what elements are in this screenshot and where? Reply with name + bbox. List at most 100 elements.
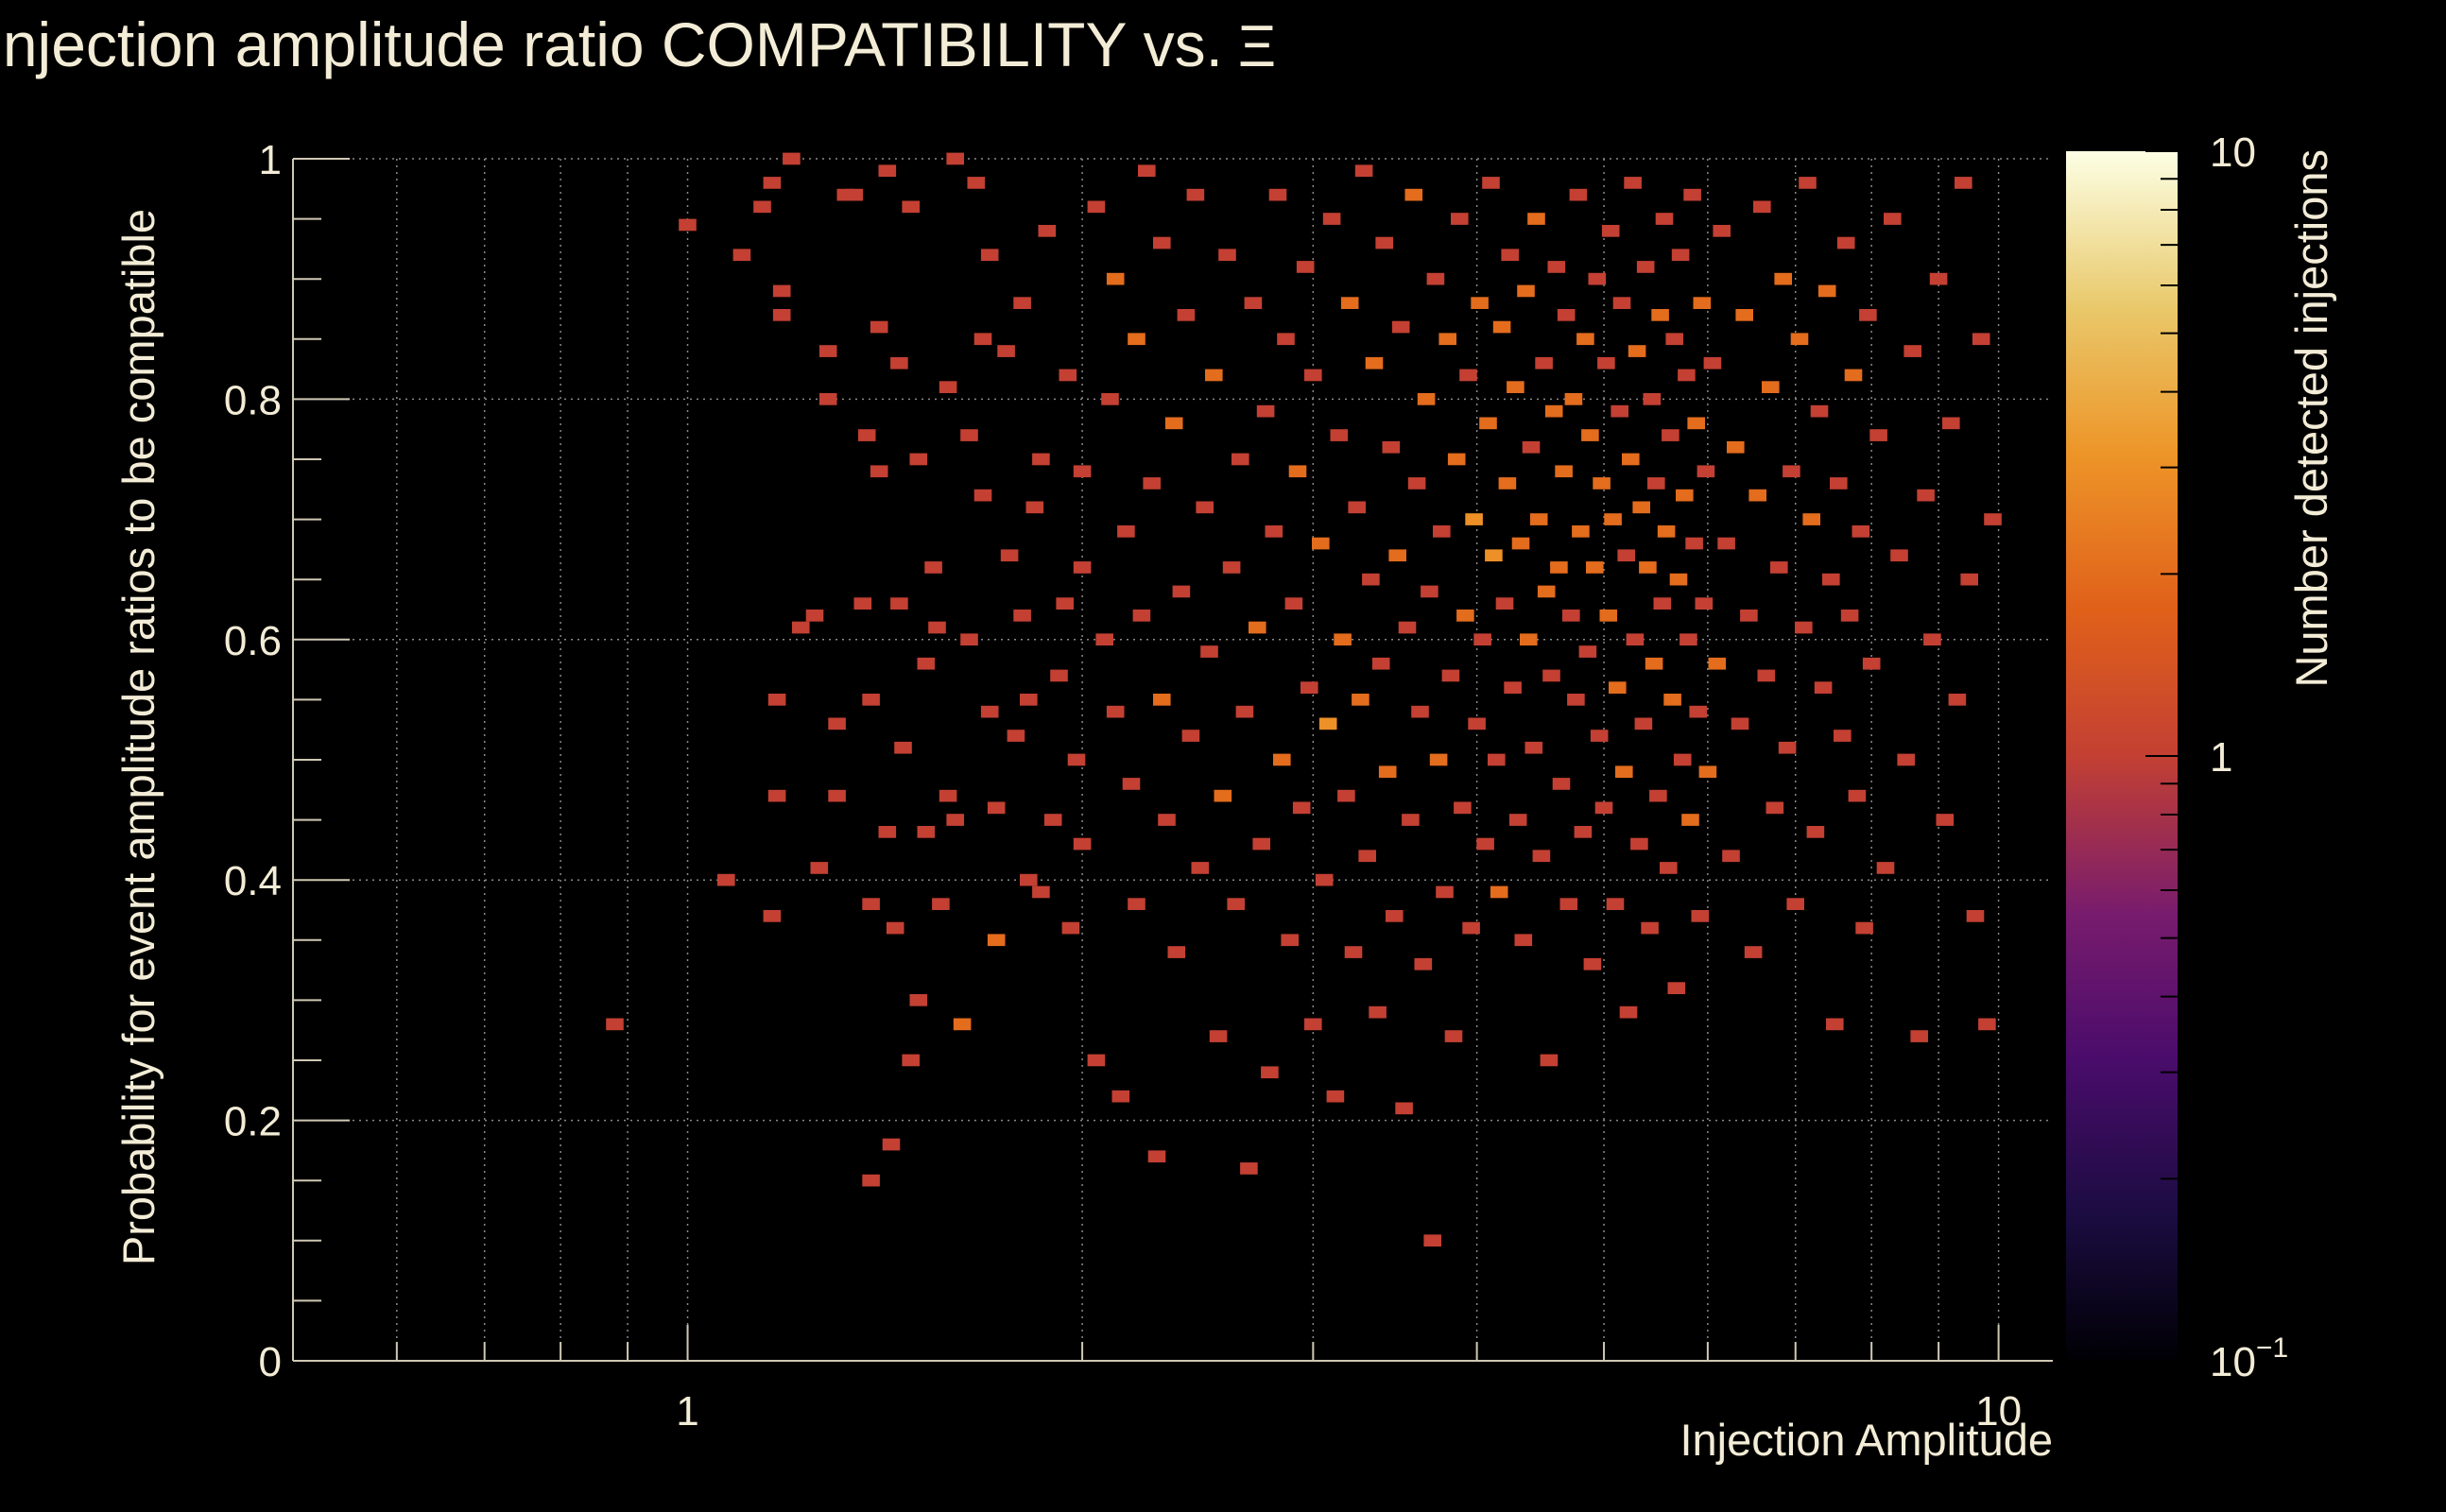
x-axis-title: Injection Amplitude: [1679, 1415, 2053, 1465]
heatmap-cell: [1365, 356, 1384, 369]
heatmap-cell: [1240, 1162, 1258, 1175]
heatmap-cell: [1304, 1018, 1322, 1031]
heatmap-cell: [1433, 525, 1451, 538]
heatmap-cell: [1218, 249, 1236, 262]
heatmap-cell: [1050, 669, 1068, 682]
heatmap-cell: [1522, 440, 1541, 454]
heatmap-cell: [1388, 549, 1406, 562]
heatmap-cell: [1673, 753, 1692, 766]
heatmap-cell: [1073, 561, 1092, 574]
heatmap-cell: [1597, 356, 1615, 369]
heatmap-cell: [1594, 801, 1613, 815]
heatmap-cell: [1191, 862, 1210, 874]
heatmap-cell: [1524, 741, 1543, 754]
heatmap-cell: [1495, 597, 1514, 610]
heatmap-cell: [818, 345, 837, 357]
heatmap-cell: [1529, 513, 1548, 525]
heatmap-cell: [1532, 850, 1551, 863]
heatmap-cell: [679, 218, 697, 232]
heatmap-cell: [1717, 537, 1735, 550]
heatmap-cell: [1284, 597, 1303, 610]
heatmap-cell: [1167, 946, 1186, 958]
heatmap-cell: [1744, 946, 1763, 958]
heatmap-cell: [1583, 957, 1602, 971]
heatmap-cell: [772, 284, 791, 298]
heatmap-cell: [1061, 921, 1080, 935]
heatmap-cell: [1766, 801, 1784, 815]
heatmap-cell: [857, 429, 876, 441]
heatmap-cell: [1955, 177, 1972, 189]
heatmap-cell: [882, 1138, 901, 1151]
heatmap-cell: [1315, 873, 1334, 886]
heatmap-cell: [1073, 837, 1092, 850]
heatmap-cell: [1153, 694, 1171, 706]
heatmap-cell: [1249, 621, 1266, 634]
heatmap-cell: [917, 826, 936, 838]
heatmap-cell: [1330, 429, 1349, 441]
heatmap-cell: [1799, 177, 1817, 189]
heatmap-cell: [1013, 297, 1031, 309]
heatmap-cell: [1020, 873, 1038, 886]
heatmap-cell: [1619, 1005, 1638, 1019]
heatmap-cell: [1590, 730, 1609, 742]
heatmap-cell: [1038, 225, 1057, 237]
heatmap-cell: [1599, 610, 1618, 622]
heatmap-cell: [1869, 429, 1887, 441]
heatmap-cell: [1222, 561, 1241, 574]
heatmap-cell: [1288, 465, 1307, 478]
heatmap-cell: [1757, 669, 1776, 682]
y-tick-label: 1: [259, 137, 282, 183]
heatmap-cell: [1214, 789, 1232, 802]
heatmap-cell: [1186, 188, 1205, 201]
heatmap-cell: [917, 657, 936, 670]
heatmap-cell: [1609, 681, 1627, 694]
heatmap-cell: [1834, 730, 1852, 742]
heatmap-cell: [1451, 213, 1469, 225]
heatmap-cell: [1786, 898, 1804, 910]
heatmap-cell: [1903, 345, 1921, 357]
heatmap-cell: [732, 249, 751, 262]
heatmap-cell: [1352, 694, 1369, 706]
heatmap-cell: [1348, 501, 1366, 514]
heatmap-cell: [1318, 717, 1337, 730]
heatmap-cell: [1778, 741, 1797, 754]
heatmap-cell: [890, 356, 908, 369]
heatmap-cell: [1653, 597, 1672, 610]
heatmap-cell: [1181, 730, 1200, 742]
heatmap-cell: [1844, 369, 1863, 382]
heatmap-cell: [894, 741, 912, 754]
heatmap-cell: [1095, 633, 1113, 646]
heatmap-cell: [939, 381, 957, 393]
heatmap-cell: [1459, 369, 1477, 382]
heatmap-cell: [1929, 272, 1948, 285]
heatmap-cell: [1649, 789, 1667, 802]
heatmap-cell: [1537, 585, 1556, 598]
heatmap-cell: [878, 826, 897, 838]
heatmap-cell: [1147, 1150, 1166, 1163]
heatmap-cell: [953, 1018, 972, 1031]
heatmap-cell: [1671, 249, 1690, 262]
heatmap-cell: [763, 910, 782, 922]
heatmap-cell: [1948, 694, 1967, 706]
heatmap-cell: [1601, 225, 1620, 237]
heatmap-cell: [1693, 297, 1712, 309]
color-scale-label: 10: [2210, 129, 2256, 176]
heatmap-cell: [1177, 309, 1196, 321]
heatmap-cell: [1378, 765, 1397, 779]
heatmap-cell: [1774, 272, 1792, 285]
heatmap-cell: [1527, 213, 1545, 225]
heatmap-cell: [1966, 910, 1985, 922]
heatmap-cell: [1417, 393, 1436, 405]
heatmap-cell: [1326, 1090, 1345, 1103]
heatmap-cell: [1685, 537, 1703, 550]
heatmap-cell: [1235, 705, 1254, 718]
heatmap-cell: [1669, 573, 1688, 586]
heatmap-cell: [1762, 381, 1780, 393]
heatmap-cell: [1626, 633, 1645, 646]
heatmap-cell: [1447, 453, 1466, 466]
heatmap-cell: [1059, 369, 1077, 382]
heatmap-cell: [1398, 621, 1417, 634]
color-scale-ticks: 10−1 1 10: [2145, 129, 2288, 1385]
heatmap-cell: [1281, 934, 1299, 947]
